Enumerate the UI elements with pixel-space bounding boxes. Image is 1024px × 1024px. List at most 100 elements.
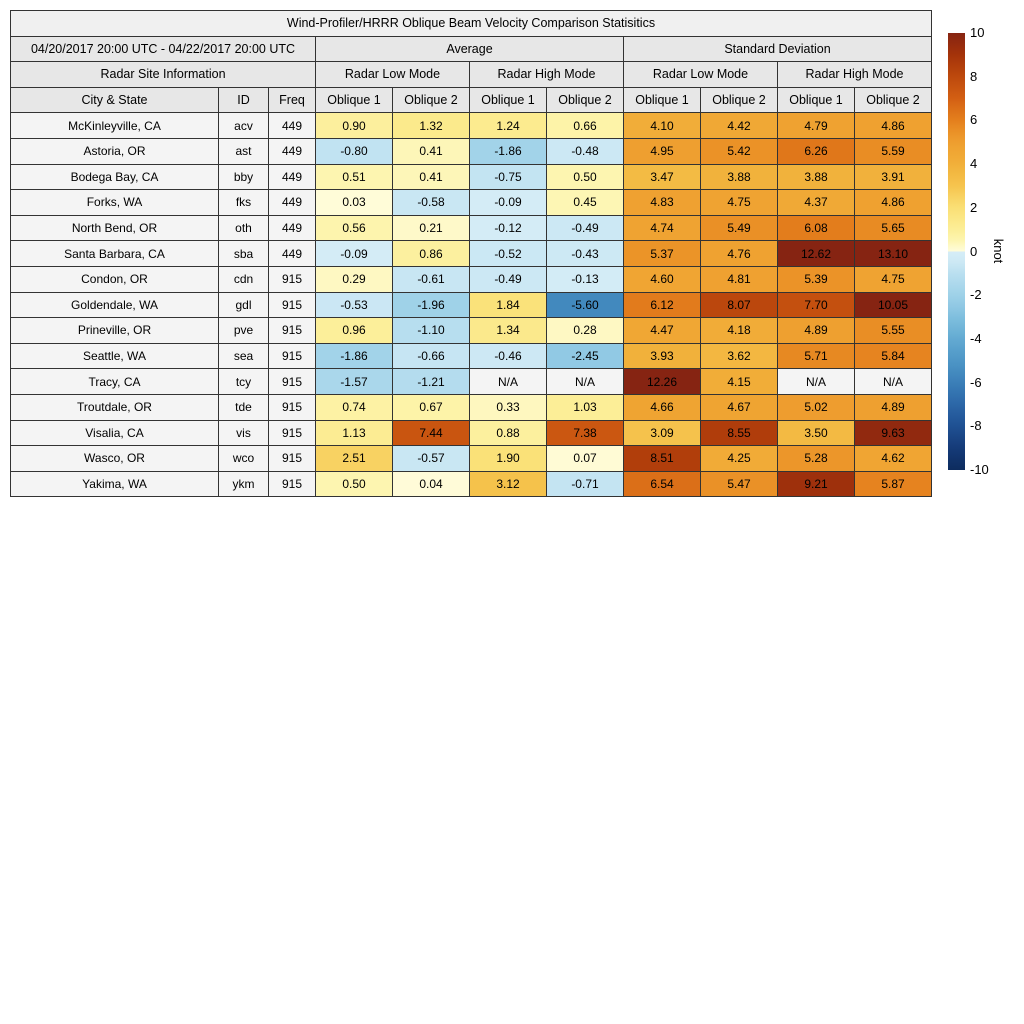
value-cell: 4.86 [855,190,932,216]
value-cell: 0.50 [547,164,624,190]
colorbar-tick-label: 0 [970,244,977,260]
table-row: Wasco, ORwco9152.51-0.571.900.078.514.25… [11,446,932,472]
value-cell: 4.60 [624,266,701,292]
value-cell: -0.66 [393,343,470,369]
colorbar-tick-label: 10 [970,25,984,41]
value-cell: 12.26 [624,369,701,395]
value-cell: 1.24 [470,113,547,139]
value-cell: 0.96 [316,318,393,344]
value-cell: -0.09 [470,190,547,216]
group-header-standard-deviation: Standard Deviation [624,36,932,62]
value-cell: -0.12 [470,215,547,241]
mode-header-sd-high: Radar High Mode [778,62,932,88]
value-cell: 0.50 [316,471,393,497]
col-header-id: ID [219,87,269,113]
value-cell: 4.42 [701,113,778,139]
date-range: 04/20/2017 20:00 UTC - 04/22/2017 20:00 … [11,36,316,62]
value-cell: 3.50 [778,420,855,446]
col-header-city-state: City & State [11,87,219,113]
value-cell: -0.43 [547,241,624,267]
table-row: Condon, ORcdn9150.29-0.61-0.49-0.134.604… [11,266,932,292]
value-cell: 7.38 [547,420,624,446]
value-cell: 0.41 [393,138,470,164]
value-cell: -0.09 [316,241,393,267]
freq-cell: 449 [269,190,316,216]
id-cell: bby [219,164,269,190]
value-cell: 7.44 [393,420,470,446]
value-cell: 4.10 [624,113,701,139]
freq-cell: 915 [269,343,316,369]
value-cell: 3.12 [470,471,547,497]
table-row: Tracy, CAtcy915-1.57-1.21N/AN/A12.264.15… [11,369,932,395]
value-cell: 0.45 [547,190,624,216]
city-cell: Prineville, OR [11,318,219,344]
value-cell: 5.37 [624,241,701,267]
table-row: Goldendale, WAgdl915-0.53-1.961.84-5.606… [11,292,932,318]
colorbar-tick-label: 8 [970,69,977,85]
value-cell: N/A [855,369,932,395]
col-header-oblique1: Oblique 1 [778,87,855,113]
value-cell: 1.84 [470,292,547,318]
value-cell: -0.80 [316,138,393,164]
colorbar-unit-label: knot [991,239,1006,264]
colorbar-tick-label: -6 [970,375,982,391]
col-header-oblique1: Oblique 1 [316,87,393,113]
city-cell: Seattle, WA [11,343,219,369]
colorbar-tick-label: -8 [970,418,982,434]
value-cell: 3.47 [624,164,701,190]
table-title: Wind-Profiler/HRRR Oblique Beam Velocity… [11,11,932,37]
value-cell: 0.03 [316,190,393,216]
value-cell: 4.47 [624,318,701,344]
value-cell: 6.26 [778,138,855,164]
value-cell: 4.89 [855,394,932,420]
value-cell: 6.08 [778,215,855,241]
value-cell: -2.45 [547,343,624,369]
value-cell: 0.28 [547,318,624,344]
id-cell: gdl [219,292,269,318]
value-cell: 8.51 [624,446,701,472]
value-cell: 0.86 [393,241,470,267]
freq-cell: 915 [269,471,316,497]
freq-cell: 915 [269,266,316,292]
freq-cell: 915 [269,394,316,420]
city-cell: Visalia, CA [11,420,219,446]
value-cell: 4.25 [701,446,778,472]
value-cell: -1.57 [316,369,393,395]
value-cell: N/A [778,369,855,395]
value-cell: -0.58 [393,190,470,216]
city-cell: North Bend, OR [11,215,219,241]
value-cell: 3.91 [855,164,932,190]
value-cell: 0.21 [393,215,470,241]
value-cell: 0.67 [393,394,470,420]
value-cell: 4.67 [701,394,778,420]
freq-cell: 449 [269,164,316,190]
value-cell: 3.93 [624,343,701,369]
value-cell: 4.95 [624,138,701,164]
id-cell: sea [219,343,269,369]
value-cell: 1.34 [470,318,547,344]
value-cell: -0.52 [470,241,547,267]
value-cell: -0.13 [547,266,624,292]
freq-cell: 449 [269,138,316,164]
id-cell: pve [219,318,269,344]
freq-cell: 449 [269,215,316,241]
value-cell: 4.81 [701,266,778,292]
value-cell: 4.79 [778,113,855,139]
value-cell: -0.53 [316,292,393,318]
value-cell: 4.18 [701,318,778,344]
wind-profiler-comparison-figure: Wind-Profiler/HRRR Oblique Beam Velocity… [0,0,1024,1024]
value-cell: 1.13 [316,420,393,446]
value-cell: -0.46 [470,343,547,369]
colorbar-gradient [948,33,965,470]
value-cell: 5.84 [855,343,932,369]
stats-table: Wind-Profiler/HRRR Oblique Beam Velocity… [10,10,932,497]
mode-header-avg-high: Radar High Mode [470,62,624,88]
value-cell: 7.70 [778,292,855,318]
id-cell: oth [219,215,269,241]
value-cell: 5.55 [855,318,932,344]
value-cell: -0.75 [470,164,547,190]
value-cell: 5.71 [778,343,855,369]
value-cell: 5.02 [778,394,855,420]
value-cell: N/A [470,369,547,395]
value-cell: 10.05 [855,292,932,318]
